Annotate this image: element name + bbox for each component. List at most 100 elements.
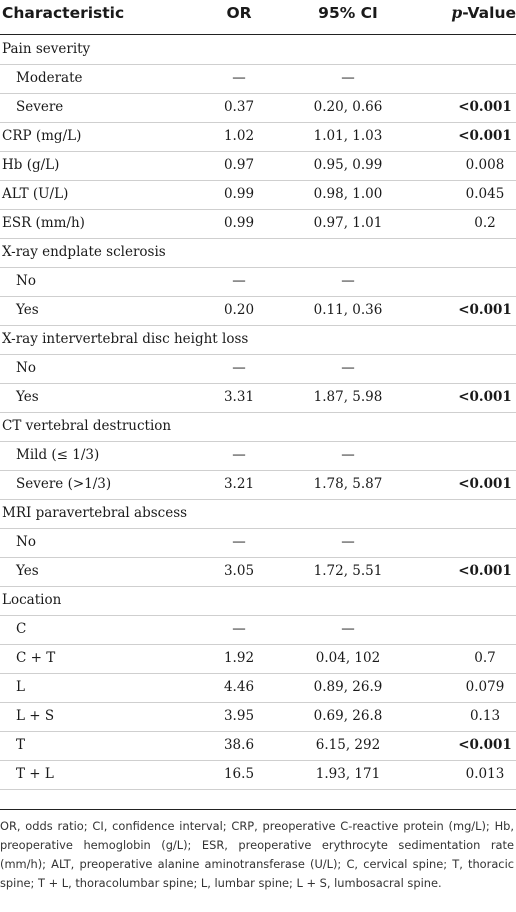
- table-row: Pain severity: [0, 35, 516, 65]
- row-label: Severe (>1/3): [16, 476, 112, 492]
- row-ci: —: [341, 621, 355, 637]
- row-ci: 1.87, 5.98: [313, 389, 383, 405]
- table-row: Severe (>1/3) 3.21 1.78, 5.87 <0.001: [0, 470, 516, 500]
- row-label: MRI paravertebral abscess: [2, 505, 188, 521]
- table-row: MRI paravertebral abscess: [0, 499, 516, 529]
- row-ci: —: [341, 360, 355, 376]
- row-label: No: [16, 360, 36, 376]
- table-row: L + S 3.95 0.69, 26.8 0.13: [0, 702, 516, 732]
- row-p-value: <0.001: [458, 302, 512, 318]
- table-row: Yes 0.20 0.11, 0.36 <0.001: [0, 296, 516, 326]
- row-or: 0.99: [223, 215, 255, 231]
- row-ci: 0.95, 0.99: [313, 157, 383, 173]
- row-ci: 0.69, 26.8: [313, 708, 383, 724]
- table-footnote: OR, odds ratio; CI, confidence interval;…: [0, 819, 514, 890]
- row-ci: 6.15, 292: [315, 737, 381, 753]
- header-p-value: p-Value: [451, 3, 516, 22]
- row-label: T + L: [16, 766, 54, 782]
- row-or: 16.5: [223, 766, 255, 782]
- row-label: Yes: [16, 302, 39, 318]
- table-row: Mild (≤ 1/3) — —: [0, 441, 516, 471]
- row-ci: 0.97, 1.01: [313, 215, 383, 231]
- table-header: Characteristic OR 95% CI p-Value: [0, 0, 516, 35]
- row-p-value: 0.008: [465, 157, 505, 173]
- table-row: X-ray endplate sclerosis: [0, 238, 516, 268]
- table-row: CT vertebral destruction: [0, 412, 516, 442]
- row-p-value: <0.001: [458, 737, 512, 753]
- row-or: 0.97: [223, 157, 255, 173]
- table-row: T + L 16.5 1.93, 171 0.013: [0, 760, 516, 790]
- table-footnote-area: OR, odds ratio; CI, confidence interval;…: [0, 809, 516, 912]
- table-row: Yes 3.05 1.72, 5.51 <0.001: [0, 557, 516, 587]
- table-row: Yes 3.31 1.87, 5.98 <0.001: [0, 383, 516, 413]
- row-label: Severe: [16, 99, 64, 115]
- row-ci: —: [341, 273, 355, 289]
- header-characteristic: Characteristic: [2, 4, 125, 22]
- row-or: —: [232, 534, 246, 550]
- row-label: Yes: [16, 389, 39, 405]
- row-label: Pain severity: [2, 41, 91, 57]
- row-ci: 1.72, 5.51: [313, 563, 383, 579]
- row-label: Yes: [16, 563, 39, 579]
- table-row: L 4.46 0.89, 26.9 0.079: [0, 673, 516, 703]
- table-row: Severe 0.37 0.20, 0.66 <0.001: [0, 93, 516, 123]
- row-or: 1.92: [223, 650, 255, 666]
- row-p-value: 0.045: [465, 186, 505, 202]
- row-ci: —: [341, 534, 355, 550]
- row-label: ALT (U/L): [2, 186, 69, 202]
- row-p-value: 0.7: [474, 650, 496, 666]
- row-or: —: [232, 621, 246, 637]
- table-row: Hb (g/L) 0.97 0.95, 0.99 0.008: [0, 151, 516, 181]
- row-ci: 0.04, 102: [315, 650, 381, 666]
- table-row: C — —: [0, 615, 516, 645]
- row-label: L + S: [16, 708, 55, 724]
- table-row: Location: [0, 586, 516, 616]
- table-row: No — —: [0, 528, 516, 558]
- row-label: Mild (≤ 1/3): [16, 447, 100, 463]
- row-ci: 0.98, 1.00: [313, 186, 383, 202]
- row-or: 0.37: [223, 99, 255, 115]
- table-row: ALT (U/L) 0.99 0.98, 1.00 0.045: [0, 180, 516, 210]
- row-or: —: [232, 273, 246, 289]
- row-label: C: [16, 621, 27, 637]
- row-label: L: [16, 679, 25, 695]
- row-p-value: <0.001: [458, 563, 512, 579]
- row-ci: 0.11, 0.36: [313, 302, 383, 318]
- table-row: No — —: [0, 267, 516, 297]
- row-p-value: 0.13: [469, 708, 501, 724]
- header-ci: 95% CI: [318, 4, 378, 22]
- header-or: OR: [226, 4, 252, 22]
- row-label: ESR (mm/h): [2, 215, 85, 231]
- row-or: 3.21: [223, 476, 255, 492]
- row-ci: 1.93, 171: [315, 766, 381, 782]
- row-p-value: 0.079: [465, 679, 505, 695]
- header-p-italic: p: [451, 3, 463, 22]
- row-p-value: <0.001: [458, 389, 512, 405]
- row-ci: —: [341, 70, 355, 86]
- row-or: 0.99: [223, 186, 255, 202]
- row-or: —: [232, 447, 246, 463]
- row-or: 4.46: [223, 679, 255, 695]
- row-or: 3.05: [223, 563, 255, 579]
- row-ci: 0.89, 26.9: [313, 679, 383, 695]
- row-ci: 0.20, 0.66: [313, 99, 383, 115]
- row-or: 3.31: [223, 389, 255, 405]
- row-label: CRP (mg/L): [2, 128, 82, 144]
- table-row: ESR (mm/h) 0.99 0.97, 1.01 0.2: [0, 209, 516, 239]
- table-row: X-ray intervertebral disc height loss: [0, 325, 516, 355]
- row-label: No: [16, 534, 36, 550]
- row-label: T: [16, 737, 26, 753]
- row-or: 38.6: [223, 737, 255, 753]
- row-ci: 1.01, 1.03: [313, 128, 383, 144]
- row-label: X-ray intervertebral disc height loss: [2, 331, 249, 347]
- row-p-value: <0.001: [458, 128, 512, 144]
- row-or: —: [232, 360, 246, 376]
- row-label: C + T: [16, 650, 56, 666]
- row-label: Moderate: [16, 70, 83, 86]
- row-or: 0.20: [223, 302, 255, 318]
- table-row: Moderate — —: [0, 64, 516, 94]
- row-p-value: <0.001: [458, 99, 512, 115]
- row-label: Hb (g/L): [2, 157, 60, 173]
- row-label: No: [16, 273, 36, 289]
- table-row: CRP (mg/L) 1.02 1.01, 1.03 <0.001: [0, 122, 516, 152]
